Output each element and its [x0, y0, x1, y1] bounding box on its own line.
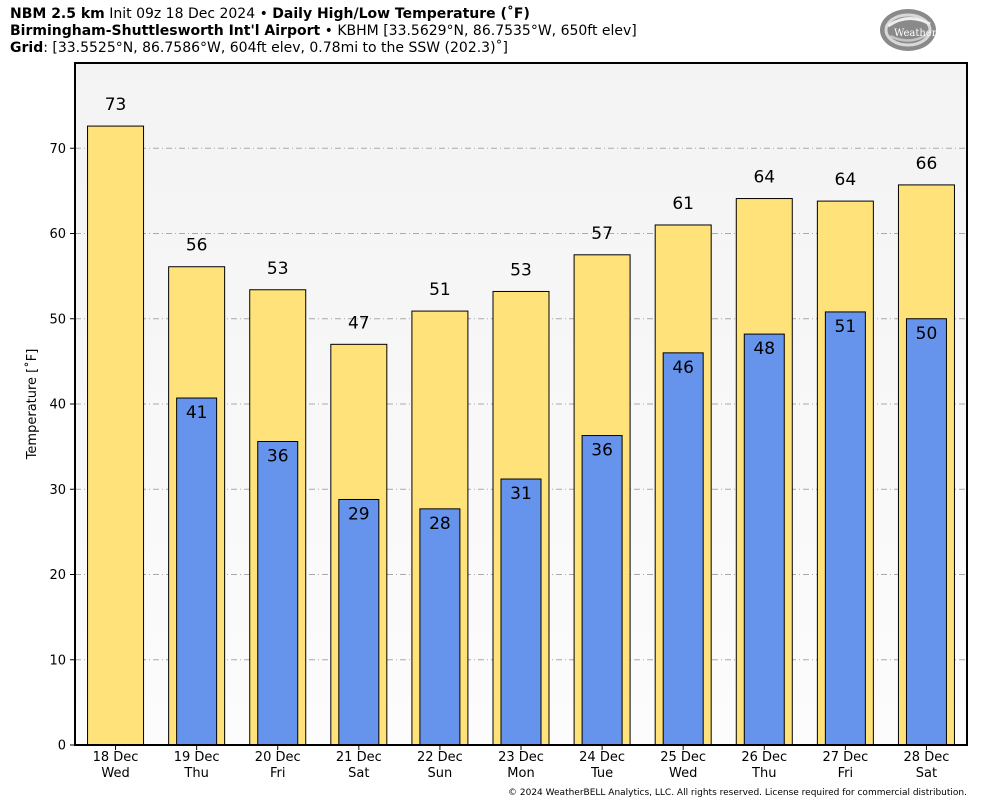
high-value-label-6: 57	[591, 224, 613, 244]
high-value-label-4: 51	[429, 280, 451, 300]
low-bar-8	[743, 333, 785, 746]
x-tick-date-8: 26 Dec	[741, 750, 787, 765]
x-tick-date-10: 28 Dec	[904, 750, 950, 765]
product-title: Daily High/Low Temperature (˚F)	[272, 6, 530, 22]
low-value-label-9: 51	[835, 317, 857, 337]
x-tick-date-5: 23 Dec	[498, 750, 544, 765]
low-bar-9	[824, 311, 866, 746]
station-info: KBHM [33.5629°N, 86.7535°W, 650ft elev]	[337, 23, 637, 39]
x-tick-date-2: 20 Dec	[255, 750, 301, 765]
header-line-1: NBM 2.5 km Init 09z 18 Dec 2024 • Daily …	[10, 6, 530, 23]
x-tick-day-0: Wed	[101, 766, 129, 781]
x-tick-date-7: 25 Dec	[660, 750, 706, 765]
low-value-label-3: 29	[348, 504, 370, 524]
high-value-label-3: 47	[348, 313, 370, 333]
grid-label: Grid	[10, 40, 44, 56]
x-tick-day-2: Fri	[270, 766, 286, 781]
x-tick-day-9: Fri	[838, 766, 854, 781]
bars	[87, 125, 955, 746]
low-value-label-10: 50	[916, 324, 938, 344]
high-value-label-0: 73	[105, 95, 127, 115]
init-time: Init 09z 18 Dec 2024	[109, 6, 256, 22]
low-value-label-8: 48	[753, 339, 775, 359]
y-axis-label: Temperature [˚F]	[24, 349, 40, 461]
x-tick-day-8: Thu	[751, 766, 776, 781]
weatherbell-logo-icon: WeatherBELL	[880, 9, 965, 51]
header-line-2: Birmingham-Shuttlesworth Int'l Airport •…	[10, 23, 637, 40]
x-tick-date-9: 27 Dec	[822, 750, 868, 765]
low-bar-5	[500, 478, 542, 746]
copyright-notice: © 2024 WeatherBELL Analytics, LLC. All r…	[508, 788, 967, 798]
low-value-label-7: 46	[672, 358, 694, 378]
header-bullet: •	[324, 23, 333, 39]
low-bar-1	[176, 397, 218, 746]
low-bar-6	[581, 435, 623, 746]
low-value-label-6: 36	[591, 441, 613, 461]
x-tick-day-1: Thu	[183, 766, 208, 781]
y-tick-label-10: 10	[49, 653, 66, 668]
y-tick-label-40: 40	[49, 398, 66, 413]
high-value-label-9: 64	[835, 170, 857, 190]
grid-info: : [33.5525°N, 86.7586°W, 604ft elev, 0.7…	[43, 40, 509, 56]
y-tick-label-60: 60	[49, 227, 66, 242]
model-name: NBM 2.5 km	[10, 6, 105, 22]
y-tick-label-20: 20	[49, 568, 66, 583]
high-value-label-8: 64	[753, 168, 775, 188]
x-tick-day-5: Mon	[507, 766, 534, 781]
low-value-label-2: 36	[267, 447, 289, 467]
high-value-label-5: 53	[510, 260, 532, 280]
x-tick-date-4: 22 Dec	[417, 750, 463, 765]
high-bar-0	[87, 125, 145, 746]
station-name: Birmingham-Shuttlesworth Int'l Airport	[10, 23, 321, 39]
x-tick-date-3: 21 Dec	[336, 750, 382, 765]
x-tick-day-3: Sat	[348, 766, 369, 781]
x-tick-day-6: Tue	[590, 766, 613, 781]
x-tick-date-6: 24 Dec	[579, 750, 625, 765]
x-tick-day-10: Sat	[916, 766, 937, 781]
x-tick-day-4: Sun	[428, 766, 453, 781]
high-value-label-1: 56	[186, 236, 208, 256]
low-value-label-1: 41	[186, 403, 208, 423]
high-value-label-7: 61	[672, 194, 694, 214]
y-tick-label-70: 70	[49, 142, 66, 157]
value-labels: 73 56 41 53 36 47 29 51 28 53 31 57 36 61 46 64 48 64 51 66…	[105, 95, 938, 534]
high-value-label-2: 53	[267, 259, 289, 279]
logo-wordmark: WeatherBELL	[894, 28, 965, 39]
low-value-label-5: 31	[510, 484, 532, 504]
low-bar-4	[419, 508, 461, 746]
low-bar-3	[338, 498, 380, 746]
header-line-3: Grid: [33.5525°N, 86.7586°W, 604ft elev,…	[10, 40, 508, 57]
low-bar-10	[905, 318, 947, 746]
y-tick-label-30: 30	[49, 483, 66, 498]
x-tick-date-1: 19 Dec	[174, 750, 220, 765]
x-tick-date-0: 18 Dec	[93, 750, 139, 765]
x-tick-day-7: Wed	[669, 766, 697, 781]
low-bar-2	[257, 441, 299, 746]
header-bullet: •	[259, 6, 268, 22]
low-bar-7	[662, 352, 704, 746]
y-tick-label-0: 0	[58, 739, 66, 754]
y-tick-label-50: 50	[49, 312, 66, 327]
high-value-label-10: 66	[916, 154, 938, 174]
low-value-label-4: 28	[429, 514, 451, 534]
